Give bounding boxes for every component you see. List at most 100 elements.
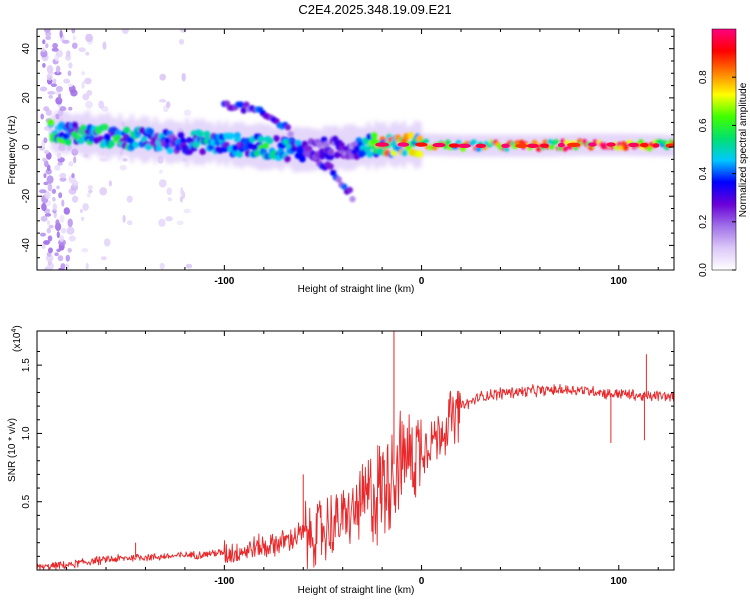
track-blob [236, 151, 243, 158]
x-tick-label: -100 [214, 276, 234, 287]
noise-blob [44, 160, 49, 168]
noise-blob [183, 109, 192, 116]
noise-blob [40, 49, 48, 58]
colorbar-ticks: 0.0 0.2 0.4 0.6 0.8 [698, 70, 736, 277]
noise-blob [58, 192, 63, 199]
track-blob [253, 149, 261, 157]
noise-blob [45, 35, 52, 41]
snr-axes: -100 0 100 0.5 1.0 1.5 [21, 331, 674, 587]
track-blob [108, 140, 115, 148]
track-blob [132, 141, 139, 149]
colorbar-tick-label: 0.0 [698, 263, 709, 277]
noise-blob [55, 49, 63, 58]
noise-blob [52, 78, 57, 84]
colorbar-tick-label: 0.8 [698, 70, 709, 84]
spectrogram-frame [36, 28, 675, 271]
y-tick-label: 20 [21, 92, 32, 104]
spectrogram-axes: -100 0 100 -40 -20 0 20 40 [21, 29, 674, 287]
colorbar-tick-label: 0.6 [698, 118, 709, 132]
noise-blob [40, 232, 46, 237]
noise-blob [42, 157, 47, 162]
snr-frame [36, 330, 675, 571]
halo-cell [267, 124, 273, 171]
noise-blob [65, 254, 71, 262]
x-tick-label: 100 [610, 276, 627, 287]
colorbar-tick-label: 0.2 [698, 214, 709, 228]
noise-blob [158, 179, 167, 188]
branch-blob [243, 101, 250, 108]
track-blob [114, 129, 122, 137]
hotspot [458, 143, 471, 148]
noise-blob [48, 224, 54, 229]
x-tick-label: 0 [419, 276, 425, 287]
noise-blob [42, 39, 46, 45]
noise-blob [85, 33, 93, 43]
x-tick-label: 100 [610, 576, 627, 587]
track-blob [542, 139, 549, 145]
noise-blob [67, 218, 73, 228]
noise-blob [100, 256, 107, 261]
track-blob [227, 132, 235, 140]
noise-blob [43, 137, 48, 144]
noise-blob [85, 100, 93, 109]
noise-blob [41, 47, 46, 53]
noise-blob [54, 164, 61, 171]
noise-blob [81, 248, 89, 253]
noise-blob [47, 91, 56, 95]
noise-blob [42, 63, 46, 68]
track-blob [103, 134, 111, 141]
noise-blob [102, 41, 107, 50]
halo-cell [283, 131, 288, 166]
snr-panel: -100 0 100 0.5 1.0 1.5 Height of straight lin… [7, 325, 675, 596]
noise-blob [46, 227, 51, 234]
noise-blob [66, 50, 71, 57]
noise-blob [67, 83, 74, 87]
noise-blob [86, 90, 93, 96]
track-blob [618, 145, 625, 151]
noise-blob [44, 213, 52, 217]
figure-title: C2E4.2025.348.19.09.E21 [298, 2, 451, 17]
y-tick-label: -40 [21, 238, 32, 253]
noise-blob [181, 72, 186, 82]
noise-blob [86, 192, 91, 198]
noise-blob [56, 185, 60, 190]
snr-multiplier-exp: 4 [11, 329, 18, 333]
snr-xlabel: Height of straight line (km) [298, 585, 415, 596]
noise-blob [72, 195, 79, 203]
noise-blob [40, 215, 48, 222]
track-blob [366, 150, 374, 158]
y-tick-label: 40 [21, 43, 32, 55]
track-blob [77, 137, 85, 145]
track-blob [234, 136, 241, 143]
noise-blob [85, 262, 89, 270]
track-blob [123, 126, 131, 134]
track-blob [101, 123, 109, 131]
track-blob [203, 130, 211, 138]
noise-blob [99, 187, 108, 196]
noise-blob [56, 231, 60, 239]
noise-blob [55, 65, 61, 74]
noise-blob [121, 29, 129, 34]
noise-blob [84, 77, 92, 85]
halo-cell [275, 127, 280, 169]
halo-cell [62, 111, 67, 155]
noise-blob [73, 156, 77, 164]
halo-cell [492, 134, 497, 157]
hotspot [397, 142, 410, 147]
branch-blob [327, 163, 334, 170]
track-blob [155, 144, 163, 152]
track-blob [283, 155, 291, 163]
track-blob [553, 139, 560, 145]
branch-blob [341, 183, 348, 190]
noise-blob [81, 81, 85, 89]
snr-marks [37, 331, 674, 570]
branch-blob [284, 124, 292, 131]
branch-blob [237, 101, 245, 108]
noise-blob [45, 43, 49, 49]
noise-blob [65, 263, 70, 269]
track-blob [305, 145, 313, 153]
snr-plot-area [37, 331, 674, 570]
noise-blob [82, 203, 89, 211]
track-blob [370, 132, 378, 140]
noise-blob [72, 42, 78, 49]
